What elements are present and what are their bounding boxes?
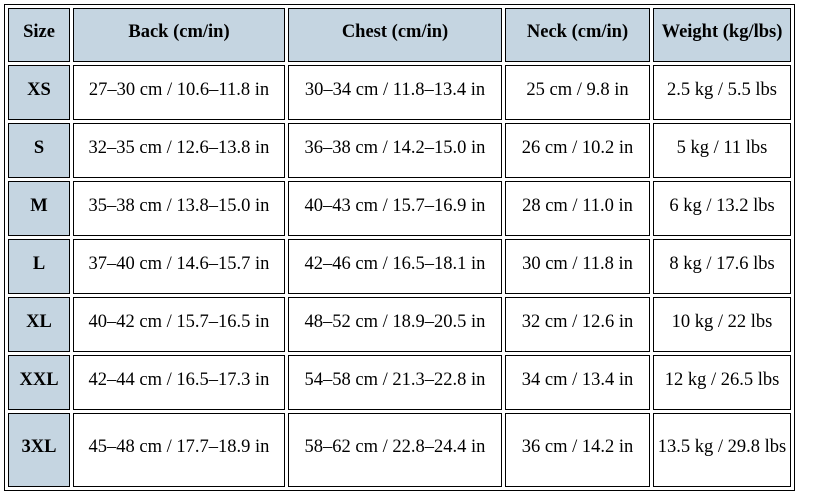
cell-chest: 30–34 cm / 11.8–13.4 in: [288, 65, 502, 120]
table-row: XXL 42–44 cm / 16.5–17.3 in 54–58 cm / 21.…: [8, 355, 791, 410]
cell-back: 35–38 cm / 13.8–15.0 in: [73, 181, 285, 236]
cell-neck: 36 cm / 14.2 in: [505, 413, 650, 487]
cell-chest: 36–38 cm / 14.2–15.0 in: [288, 123, 502, 178]
cell-size: L: [8, 239, 70, 294]
cell-weight: 13.5 kg / 29.8 lbs: [653, 413, 791, 487]
header-row: Size Back (cm/in) Chest (cm/in) Neck (cm…: [8, 8, 791, 62]
table-row: L 37–40 cm / 14.6–15.7 in 42–46 cm / 16.5–…: [8, 239, 791, 294]
cell-neck: 28 cm / 11.0 in: [505, 181, 650, 236]
cell-back: 37–40 cm / 14.6–15.7 in: [73, 239, 285, 294]
cell-size: S: [8, 123, 70, 178]
table-row: S 32–35 cm / 12.6–13.8 in 36–38 cm / 14.2–…: [8, 123, 791, 178]
header-back: Back (cm/in): [73, 8, 285, 62]
cell-back: 27–30 cm / 10.6–11.8 in: [73, 65, 285, 120]
cell-weight: 6 kg / 13.2 lbs: [653, 181, 791, 236]
cell-neck: 25 cm / 9.8 in: [505, 65, 650, 120]
cell-chest: 54–58 cm / 21.3–22.8 in: [288, 355, 502, 410]
cell-weight: 2.5 kg / 5.5 lbs: [653, 65, 791, 120]
cell-back: 42–44 cm / 16.5–17.3 in: [73, 355, 285, 410]
table-row: XL 40–42 cm / 15.7–16.5 in 48–52 cm / 18.9…: [8, 297, 791, 352]
cell-weight: 5 kg / 11 lbs: [653, 123, 791, 178]
table-row: M 35–38 cm / 13.8–15.0 in 40–43 cm / 15.7–…: [8, 181, 791, 236]
cell-size: 3XL: [8, 413, 70, 487]
cell-chest: 42–46 cm / 16.5–18.1 in: [288, 239, 502, 294]
table-row: 3XL 45–48 cm / 17.7–18.9 in 58–62 cm / 22.…: [8, 413, 791, 487]
cell-back: 32–35 cm / 12.6–13.8 in: [73, 123, 285, 178]
cell-back: 45–48 cm / 17.7–18.9 in: [73, 413, 285, 487]
cell-weight: 10 kg / 22 lbs: [653, 297, 791, 352]
cell-neck: 30 cm / 11.8 in: [505, 239, 650, 294]
cell-neck: 26 cm / 10.2 in: [505, 123, 650, 178]
size-chart-table: Size Back (cm/in) Chest (cm/in) Neck (cm…: [4, 4, 795, 491]
cell-neck: 34 cm / 13.4 in: [505, 355, 650, 410]
cell-size: XS: [8, 65, 70, 120]
cell-neck: 32 cm / 12.6 in: [505, 297, 650, 352]
cell-weight: 12 kg / 26.5 lbs: [653, 355, 791, 410]
cell-chest: 48–52 cm / 18.9–20.5 in: [288, 297, 502, 352]
table-row: XS 27–30 cm / 10.6–11.8 in 30–34 cm / 11.8…: [8, 65, 791, 120]
header-neck: Neck (cm/in): [505, 8, 650, 62]
cell-chest: 40–43 cm / 15.7–16.9 in: [288, 181, 502, 236]
header-weight: Weight (kg/lbs): [653, 8, 791, 62]
cell-chest: 58–62 cm / 22.8–24.4 in: [288, 413, 502, 487]
cell-back: 40–42 cm / 15.7–16.5 in: [73, 297, 285, 352]
cell-weight: 8 kg / 17.6 lbs: [653, 239, 791, 294]
header-chest: Chest (cm/in): [288, 8, 502, 62]
header-size: Size: [8, 8, 70, 62]
cell-size: XL: [8, 297, 70, 352]
cell-size: M: [8, 181, 70, 236]
cell-size: XXL: [8, 355, 70, 410]
